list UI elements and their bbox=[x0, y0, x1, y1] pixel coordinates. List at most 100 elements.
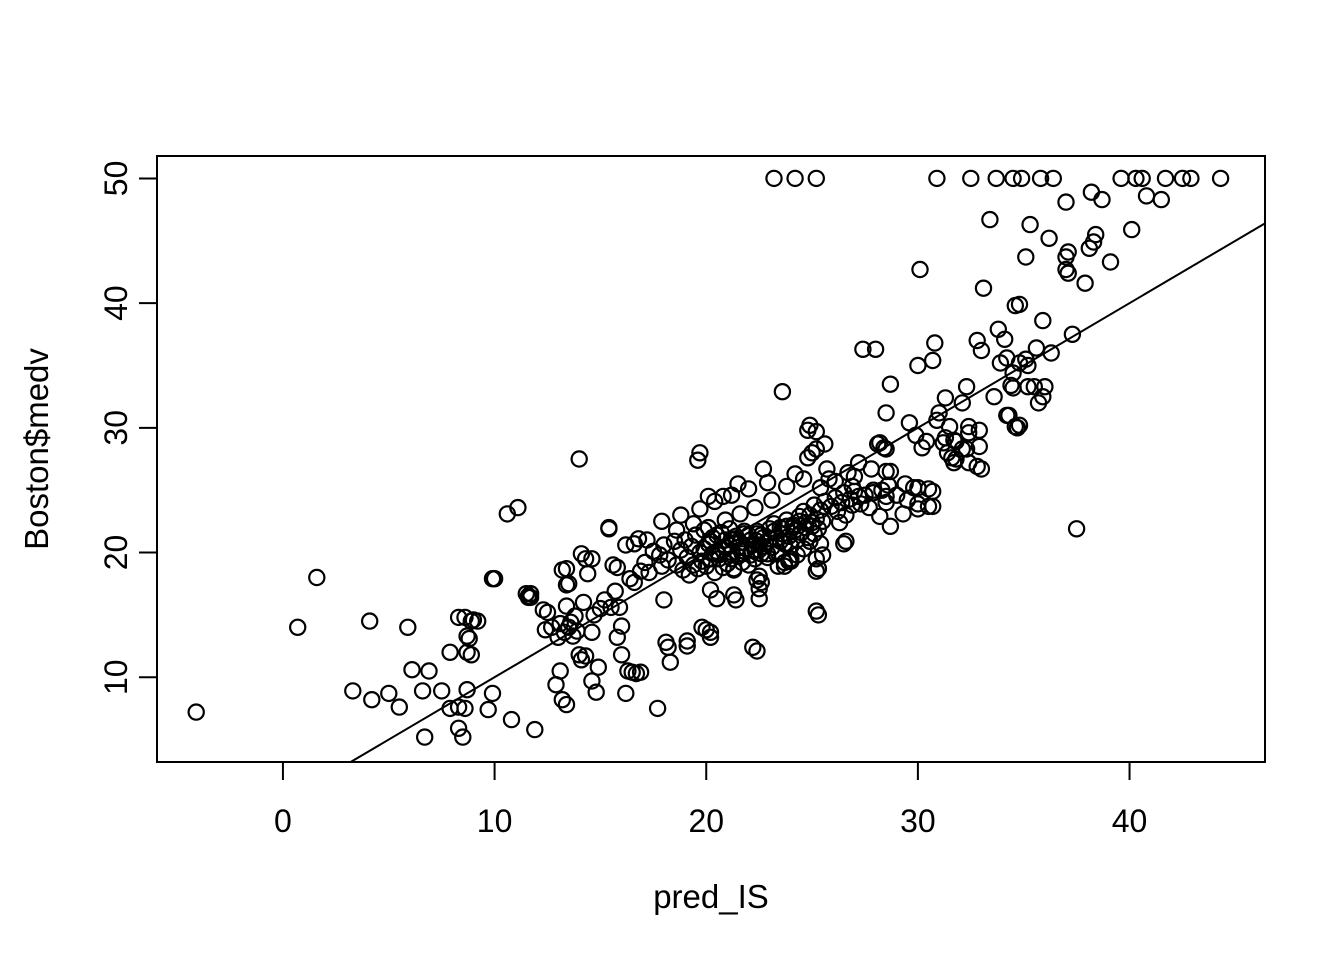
data-point bbox=[659, 551, 677, 569]
data-point bbox=[962, 169, 980, 188]
data-point bbox=[462, 646, 480, 664]
data-point bbox=[502, 710, 521, 729]
data-point bbox=[526, 720, 544, 739]
data-point bbox=[866, 340, 885, 358]
data-point bbox=[716, 531, 735, 549]
data-point bbox=[773, 383, 792, 401]
data-point bbox=[612, 617, 631, 635]
data-point bbox=[881, 375, 900, 393]
x-axis-title: pred_IS bbox=[653, 878, 769, 915]
data-point bbox=[1137, 187, 1156, 205]
data-point bbox=[572, 651, 591, 669]
data-point bbox=[761, 530, 779, 548]
data-point bbox=[344, 682, 362, 700]
data-point bbox=[856, 486, 874, 504]
data-point bbox=[653, 512, 671, 531]
data-point bbox=[636, 553, 654, 572]
data-point bbox=[786, 169, 804, 188]
data-point bbox=[996, 330, 1014, 348]
data-point bbox=[725, 560, 743, 578]
data-point bbox=[1057, 193, 1075, 211]
data-point bbox=[744, 638, 762, 657]
data-point bbox=[608, 628, 627, 647]
data-point bbox=[714, 487, 732, 506]
data-point bbox=[843, 496, 862, 514]
data-point bbox=[1152, 190, 1171, 209]
data-point bbox=[716, 511, 735, 529]
data-point bbox=[1040, 229, 1058, 247]
data-point bbox=[1031, 169, 1050, 188]
data-point bbox=[998, 406, 1016, 425]
data-point bbox=[612, 646, 631, 664]
data-point bbox=[570, 450, 588, 468]
x-tick-label: 0 bbox=[274, 803, 292, 839]
data-point bbox=[881, 462, 900, 481]
data-point bbox=[625, 573, 644, 592]
data-point bbox=[746, 498, 764, 517]
data-point bbox=[661, 653, 680, 671]
data-point bbox=[403, 661, 421, 679]
data-point bbox=[809, 560, 828, 578]
data-point bbox=[479, 700, 497, 719]
data-point bbox=[1002, 376, 1020, 395]
data-point bbox=[1127, 169, 1145, 188]
data-point bbox=[778, 477, 796, 496]
data-point bbox=[750, 580, 768, 598]
data-point bbox=[881, 517, 900, 536]
data-point bbox=[1173, 169, 1192, 188]
data-point bbox=[583, 672, 601, 690]
y-axis: 10 20 30 40 50 bbox=[98, 161, 157, 695]
data-point bbox=[519, 588, 538, 607]
data-point bbox=[928, 169, 946, 188]
x-tick-label: 20 bbox=[688, 803, 724, 839]
data-point bbox=[420, 662, 438, 680]
data-point bbox=[957, 440, 976, 458]
data-point bbox=[648, 699, 667, 718]
data-points bbox=[187, 169, 1230, 746]
data-point bbox=[877, 493, 895, 512]
data-point bbox=[735, 522, 754, 541]
data-point bbox=[697, 621, 715, 639]
data-point bbox=[972, 341, 991, 360]
data-point bbox=[1010, 295, 1029, 314]
data-point bbox=[828, 502, 847, 521]
data-point bbox=[953, 394, 972, 412]
data-point bbox=[509, 498, 527, 517]
regression-line bbox=[350, 222, 1266, 763]
data-point bbox=[871, 507, 889, 526]
data-point bbox=[1021, 215, 1039, 234]
data-point bbox=[748, 532, 766, 551]
data-point bbox=[587, 683, 605, 701]
data-point bbox=[972, 460, 991, 478]
data-point bbox=[1019, 356, 1037, 375]
data-point bbox=[600, 520, 618, 538]
data-point bbox=[653, 557, 671, 575]
data-point bbox=[289, 618, 307, 637]
data-point bbox=[1211, 169, 1230, 188]
data-point bbox=[682, 537, 701, 556]
data-point bbox=[1029, 394, 1048, 412]
data-point bbox=[725, 586, 743, 604]
data-point bbox=[739, 480, 758, 498]
data-point bbox=[934, 434, 953, 452]
plot-border bbox=[156, 155, 1266, 763]
data-point bbox=[1010, 416, 1029, 434]
data-point bbox=[970, 421, 989, 439]
data-point bbox=[651, 546, 669, 564]
data-point bbox=[710, 550, 728, 568]
data-point bbox=[657, 633, 675, 652]
y-tick-label: 10 bbox=[98, 659, 134, 695]
data-point bbox=[957, 378, 976, 396]
x-axis: 0 10 20 30 40 bbox=[274, 762, 1147, 839]
data-point bbox=[1156, 169, 1175, 188]
data-point bbox=[1044, 169, 1063, 188]
data-point bbox=[689, 451, 707, 469]
data-point bbox=[560, 575, 578, 593]
data-point bbox=[557, 597, 576, 615]
data-point bbox=[945, 454, 963, 472]
data-point bbox=[722, 550, 741, 568]
data-point bbox=[667, 521, 686, 539]
data-point bbox=[625, 535, 644, 553]
